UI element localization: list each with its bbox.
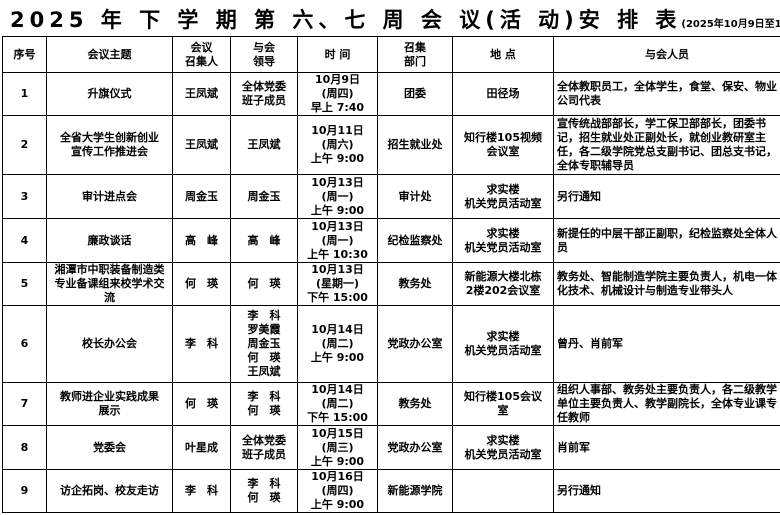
cell-convener: 何 瑛 bbox=[172, 382, 231, 426]
cell-attendees: 教务处、智能制造学院主要负责人，机电一体化技术、机械设计与制造专业带头人 bbox=[553, 262, 780, 306]
cell-department: 教务处 bbox=[377, 262, 453, 306]
cell-number: 5 bbox=[2, 262, 47, 306]
cell-time: 10月14日 (周二) 下午 15:00 bbox=[297, 382, 378, 426]
cell-time: 10月9日 (周四) 早上 7:40 bbox=[297, 72, 378, 116]
cell-attendees: 另行通知 bbox=[553, 174, 780, 219]
table-row: 5 湘潭市中职装备制造类专业备课组来校学术交流何 瑛何 瑛 10月13日 (星期一)… bbox=[2, 262, 780, 306]
cell-department: 教务处 bbox=[377, 382, 453, 426]
cell-time: 10月11日 (周六) 上午 9:00 bbox=[297, 115, 378, 175]
header-topic: 会议主题 bbox=[46, 36, 173, 73]
table-row: 2 全省大学生创新创业 宣传工作推进会 王凤斌 王凤斌 10月11日 (周六) 上午 9… bbox=[2, 115, 780, 175]
table-row: 7 教师进企业实践成果 展示何 瑛李 科 何 瑛 10月14日 (周二) 下午 15… bbox=[2, 382, 780, 426]
cell-leaders: 全体党委 班子成员 bbox=[230, 425, 298, 470]
title-date-range: (2025年10月9日至19日) bbox=[681, 19, 780, 30]
cell-number: 3 bbox=[2, 174, 47, 219]
cell-convener: 李 科 bbox=[172, 469, 231, 513]
cell-leaders: 李 科 罗美霞 周金玉 何 瑛 王凤斌 bbox=[230, 305, 298, 383]
cell-leaders: 李 科 何 瑛 bbox=[230, 382, 298, 426]
cell-attendees: 组织人事部、教务处主要负责人，各二级教学单位主要负责人、教学副院长，全体专业课专… bbox=[553, 382, 780, 426]
cell-location: 求实楼 机关党员活动室 bbox=[452, 425, 554, 470]
cell-leaders: 高 峰 bbox=[230, 218, 298, 263]
cell-topic: 升旗仪式 bbox=[46, 72, 173, 116]
cell-topic: 审计进点会 bbox=[46, 174, 173, 219]
header-location: 地 点 bbox=[452, 36, 554, 73]
cell-convener: 王凤斌 bbox=[172, 72, 231, 116]
cell-leaders: 李 科 何 瑛 bbox=[230, 469, 298, 513]
cell-convener: 王凤斌 bbox=[172, 115, 231, 175]
table-header-row: 序号 会议主题 会议 召集人 与会 领导时 间召集 部门地 点与会人员 bbox=[2, 36, 780, 73]
cell-time: 10月13日 (周一) 上午 10:30 bbox=[297, 218, 378, 263]
table-row: 4 廉政谈话高 峰高 峰 10月13日 (周一) 上午 10:30 纪检监察处 求实楼 … bbox=[2, 218, 780, 263]
meeting-schedule-table: 序号 会议主题 会议 召集人 与会 领导时 间召集 部门地 点与会人员 1 升旗仪式 王凤… bbox=[2, 36, 780, 513]
cell-number: 1 bbox=[2, 72, 47, 116]
cell-topic: 党委会 bbox=[46, 425, 173, 470]
cell-leaders: 全体党委 班子成员 bbox=[230, 72, 298, 116]
cell-convener: 何 瑛 bbox=[172, 262, 231, 306]
cell-leaders: 何 瑛 bbox=[230, 262, 298, 306]
cell-department: 团委 bbox=[377, 72, 453, 116]
cell-attendees: 肖前军 bbox=[553, 425, 780, 470]
table-row: 6 校长办公会李 科李 科 罗美霞 周金玉 何 瑛 王凤斌 10月14日 (周二) … bbox=[2, 305, 780, 383]
cell-convener: 高 峰 bbox=[172, 218, 231, 263]
cell-location: 知行楼105视频 会议室 bbox=[452, 115, 554, 175]
header-time: 时 间 bbox=[297, 36, 378, 73]
cell-attendees: 宣传统战部部长，学工保卫部部长，团委书记，招生就业处正副处长，就创业教研室主任，… bbox=[553, 115, 780, 175]
title-main: 2025 年 下 学 期 第 六、七 周 会 议(活 动)安 排 表 bbox=[10, 8, 682, 32]
cell-topic: 湘潭市中职装备制造类专业备课组来校学术交流 bbox=[46, 262, 173, 306]
header-leaders: 与会 领导 bbox=[230, 36, 298, 73]
cell-topic: 访企拓岗、校友走访 bbox=[46, 469, 173, 513]
cell-location: 求实楼 机关党员活动室 bbox=[452, 305, 554, 383]
cell-topic: 教师进企业实践成果 展示 bbox=[46, 382, 173, 426]
cell-attendees: 新提任的中层干部正副职，纪检监察处全体人员 bbox=[553, 218, 780, 263]
table-row: 9 访企拓岗、校友走访李 科李 科 何 瑛 10月16日 (周四) 上午 9:00 新… bbox=[2, 469, 780, 513]
cell-time: 10月16日 (周四) 上午 9:00 bbox=[297, 469, 378, 513]
cell-leaders: 王凤斌 bbox=[230, 115, 298, 175]
cell-convener: 周金玉 bbox=[172, 174, 231, 219]
cell-location: 求实楼 机关党员活动室 bbox=[452, 174, 554, 219]
cell-location: 知行楼105会议 室 bbox=[452, 382, 554, 426]
cell-attendees: 全体教职员工，全体学生，食堂、保安、物业公司代表 bbox=[553, 72, 780, 116]
header-convener: 会议 召集人 bbox=[172, 36, 231, 73]
cell-department: 招生就业处 bbox=[377, 115, 453, 175]
cell-department: 党政办公室 bbox=[377, 305, 453, 383]
cell-location bbox=[452, 469, 554, 513]
cell-convener: 叶星成 bbox=[172, 425, 231, 470]
document-title: 2025 年 下 学 期 第 六、七 周 会 议(活 动)安 排 表(2025年… bbox=[10, 4, 780, 34]
cell-topic: 廉政谈话 bbox=[46, 218, 173, 263]
cell-attendees: 另行通知 bbox=[553, 469, 780, 513]
cell-topic: 校长办公会 bbox=[46, 305, 173, 383]
table-row: 3 审计进点会 周金玉 周金玉 10月13日 (周一) 上午 9:00 审计处 求实楼 机关… bbox=[2, 174, 780, 219]
cell-number: 7 bbox=[2, 382, 47, 426]
cell-time: 10月15日 (周三) 上午 9:00 bbox=[297, 425, 378, 470]
cell-department: 审计处 bbox=[377, 174, 453, 219]
cell-department: 党政办公室 bbox=[377, 425, 453, 470]
cell-number: 9 bbox=[2, 469, 47, 513]
cell-number: 2 bbox=[2, 115, 47, 175]
cell-attendees: 曾丹、肖前军 bbox=[553, 305, 780, 383]
cell-department: 纪检监察处 bbox=[377, 218, 453, 263]
header-department: 召集 部门 bbox=[377, 36, 453, 73]
table-row: 8 党委会 叶星成 全体党委 班子成员 10月15日 (周三) 上午 9:00 党政办公室… bbox=[2, 425, 780, 470]
cell-topic: 全省大学生创新创业 宣传工作推进会 bbox=[46, 115, 173, 175]
cell-convener: 李 科 bbox=[172, 305, 231, 383]
cell-number: 4 bbox=[2, 218, 47, 263]
cell-number: 8 bbox=[2, 425, 47, 470]
header-attendees: 与会人员 bbox=[553, 36, 780, 73]
cell-time: 10月14日 (周二) 上午 9:00 bbox=[297, 305, 378, 383]
cell-time: 10月13日 (周一) 上午 9:00 bbox=[297, 174, 378, 219]
cell-number: 6 bbox=[2, 305, 47, 383]
cell-location: 田径场 bbox=[452, 72, 554, 116]
cell-leaders: 周金玉 bbox=[230, 174, 298, 219]
table-row: 1 升旗仪式 王凤斌 全体党委 班子成员 10月9日 (周四) 早上 7:40 团委 田径场… bbox=[2, 72, 780, 116]
cell-department: 新能源学院 bbox=[377, 469, 453, 513]
cell-location: 求实楼 机关党员活动室 bbox=[452, 218, 554, 263]
cell-location: 新能源大楼北栋 2楼202会议室 bbox=[452, 262, 554, 306]
cell-time: 10月13日 (星期一) 下午 15:00 bbox=[297, 262, 378, 306]
header-number: 序号 bbox=[2, 36, 47, 73]
